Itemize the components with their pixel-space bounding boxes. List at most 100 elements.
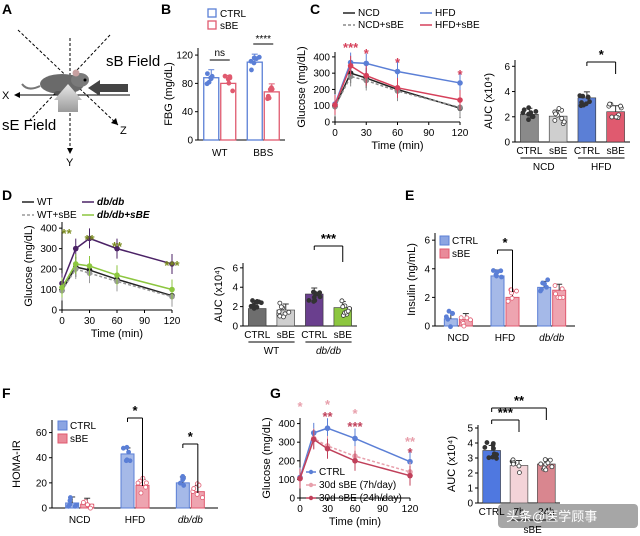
data-point bbox=[59, 284, 65, 291]
y-tick-label: 2 bbox=[467, 469, 473, 480]
y-tick-label: 200 bbox=[313, 85, 330, 96]
y-axis-title: AUC (x10⁴) bbox=[213, 266, 225, 322]
x-axis-title: Time (min) bbox=[371, 140, 423, 152]
data-dot bbox=[206, 79, 212, 85]
data-dot bbox=[559, 286, 565, 292]
panel-label: F bbox=[2, 385, 11, 401]
data-dot bbox=[191, 486, 197, 491]
data-dot bbox=[482, 445, 488, 450]
group-label: sBE bbox=[523, 525, 542, 536]
y-tick-label: 200 bbox=[40, 265, 57, 276]
data-dot bbox=[276, 309, 282, 315]
y-tick-label: 4 bbox=[424, 264, 430, 275]
data-dot bbox=[510, 461, 516, 467]
data-dot bbox=[559, 115, 565, 121]
bar bbox=[248, 308, 267, 327]
bar bbox=[246, 61, 263, 141]
panel-label: E bbox=[405, 187, 414, 203]
significance-label: * bbox=[364, 46, 370, 61]
x-tick-label: 7h bbox=[513, 507, 524, 518]
data-dot bbox=[345, 308, 351, 314]
panel-e: 0 2 4 6 Insulin (ng/mL) E NCD HFD db/db CTRL sBE * bbox=[405, 187, 575, 344]
legend-label: CTRL bbox=[452, 236, 479, 247]
y-tick-label: 100 bbox=[278, 475, 295, 486]
y-axis-title: Glucose (mg/dL) bbox=[23, 225, 35, 306]
data-dot bbox=[542, 457, 548, 462]
data-point bbox=[169, 286, 175, 293]
significance-label: * bbox=[352, 406, 358, 421]
data-dot bbox=[609, 114, 615, 120]
data-dot bbox=[490, 268, 496, 273]
y-tick-label: 4 bbox=[467, 439, 473, 450]
legend-label: HFD+sBE bbox=[435, 20, 480, 31]
group-label: NCD bbox=[533, 162, 555, 173]
x-tick-label: 30 bbox=[322, 504, 334, 515]
legend-swatch bbox=[439, 235, 450, 246]
diagonal-axis-line bbox=[17, 29, 119, 126]
x-tick-label: BBS bbox=[253, 148, 273, 159]
x-tick-label: db/db bbox=[178, 515, 203, 526]
data-dot bbox=[269, 85, 274, 91]
data-dot bbox=[526, 105, 532, 111]
data-dot bbox=[124, 457, 130, 463]
y-axis-title: FBG (mg/dL) bbox=[163, 62, 175, 126]
mouse-illustration bbox=[21, 69, 89, 95]
data-dot bbox=[533, 109, 539, 114]
data-point bbox=[86, 263, 93, 269]
legend-label: CTRL bbox=[220, 9, 247, 20]
y-axis-title: AUC (x10⁴) bbox=[446, 436, 458, 492]
y-tick-label: 4 bbox=[504, 87, 510, 98]
significance-label: *** bbox=[164, 258, 180, 273]
legend-label: NCD bbox=[358, 8, 380, 19]
panel-label: D bbox=[2, 187, 12, 203]
legend-label: sBE bbox=[220, 21, 239, 32]
y-tick-label: 0 bbox=[467, 499, 473, 510]
legend-label: WT+sBE bbox=[37, 210, 77, 221]
data-dot bbox=[72, 503, 78, 509]
data-dot bbox=[126, 449, 132, 455]
y-tick-label: 400 bbox=[313, 52, 330, 63]
legend-swatch bbox=[57, 433, 68, 444]
data-dot bbox=[607, 101, 613, 107]
x-tick-label: CTRL bbox=[516, 146, 543, 157]
x-tick-label: WT bbox=[212, 148, 228, 159]
data-dot bbox=[516, 463, 522, 469]
bar bbox=[203, 77, 220, 141]
significance-label: ** bbox=[62, 226, 73, 241]
data-dot bbox=[545, 277, 551, 283]
x-tick-label: CTRL bbox=[301, 330, 328, 341]
y-tick-label: 200 bbox=[278, 456, 295, 467]
data-point bbox=[324, 425, 331, 432]
data-dot bbox=[286, 309, 292, 315]
data-point bbox=[332, 102, 338, 108]
significance-label: * bbox=[457, 67, 463, 82]
legend-marker bbox=[308, 482, 314, 488]
data-point bbox=[407, 458, 413, 465]
data-dot bbox=[579, 100, 584, 105]
significance-label: *** bbox=[343, 40, 359, 55]
y-tick-label: 0 bbox=[232, 322, 238, 333]
legend-label: CTRL bbox=[70, 421, 97, 432]
data-dot bbox=[494, 269, 500, 275]
legend-label: NCD+sBE bbox=[358, 20, 404, 31]
data-dot bbox=[461, 323, 467, 329]
significance-label: * bbox=[407, 445, 413, 460]
y-tick-label: 400 bbox=[278, 419, 295, 430]
data-dot bbox=[484, 440, 490, 445]
x-tick-label: 60 bbox=[392, 128, 404, 139]
significance-label: *** bbox=[347, 419, 363, 434]
data-dot bbox=[448, 324, 453, 330]
significance-label: * bbox=[325, 397, 331, 412]
data-dot bbox=[516, 470, 522, 475]
data-dot bbox=[505, 298, 511, 304]
y-axis-title: Glucose (mg/dL) bbox=[261, 417, 273, 498]
data-dot bbox=[254, 304, 260, 310]
data-dot bbox=[446, 308, 452, 314]
y-tick-label: 20 bbox=[36, 478, 48, 489]
significance-label: * bbox=[132, 403, 138, 418]
data-dot bbox=[549, 464, 555, 470]
data-dot bbox=[520, 110, 526, 116]
significance-label: * bbox=[395, 55, 401, 70]
series-line bbox=[61, 268, 173, 298]
panel-d-line: 0 100 200 300 400 0 30 60 90 120 Time (min) Glucose… bbox=[2, 187, 181, 340]
